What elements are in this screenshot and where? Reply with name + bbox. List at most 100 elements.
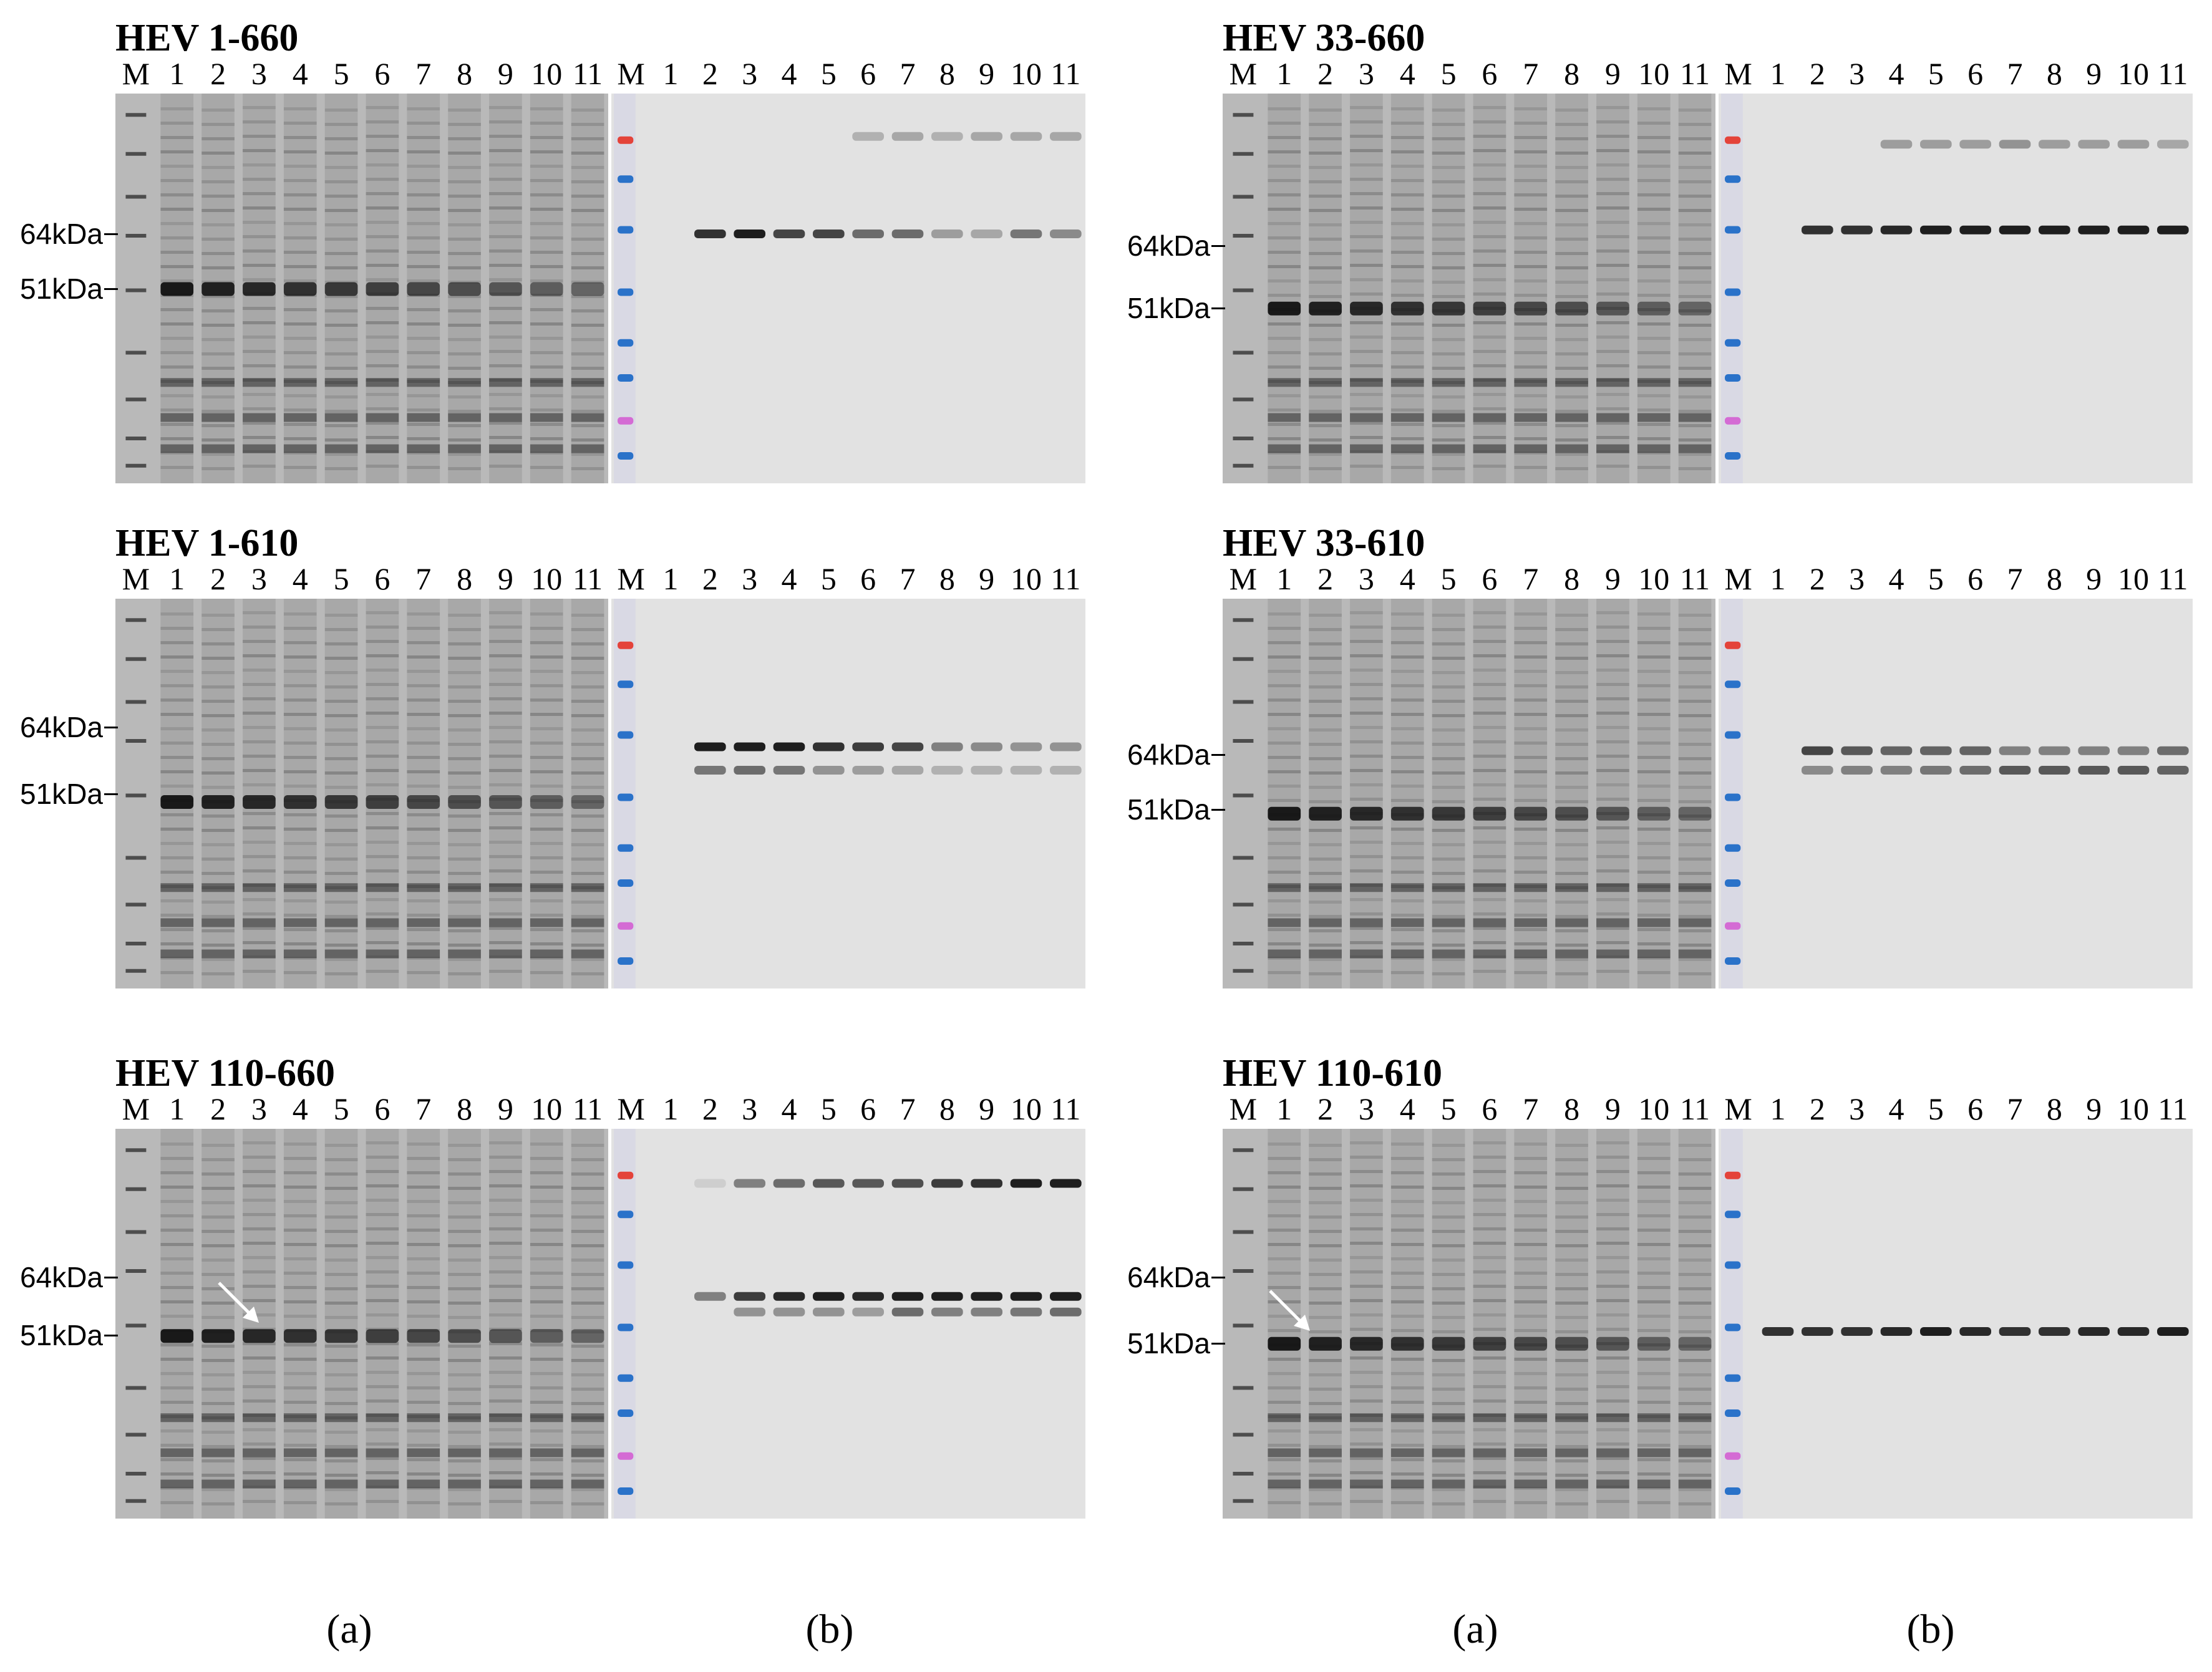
marker-band <box>1233 234 1254 238</box>
ladder-band <box>1725 1452 1741 1460</box>
lane-label: 2 <box>1317 56 1334 91</box>
marker-band <box>1233 856 1254 860</box>
lane-label: 10 <box>531 561 563 596</box>
sds-page-gel <box>115 1129 608 1519</box>
lane-labels: M 1 2 3 4 5 6 7 8 9 10 11 <box>1719 1090 2193 1128</box>
gel-band <box>324 795 358 809</box>
mw-marker-tick <box>104 1335 118 1337</box>
gel-panel: HEV 1-660 M 1 2 3 4 5 6 7 8 9 10 11 M 1 2 3 4 5 6 7 8 9 10 11 <box>115 19 1089 530</box>
sds-page-gel <box>1223 94 1715 483</box>
lane-label: 4 <box>781 56 797 91</box>
lane-label: 7 <box>2007 1091 2023 1126</box>
blot-band <box>931 132 963 141</box>
gel-band <box>571 795 604 809</box>
gel-band <box>489 795 522 809</box>
white-arrow-icon <box>215 1279 265 1332</box>
lane-label: M <box>617 1091 645 1126</box>
blot-band <box>931 1307 963 1317</box>
lane-label: 9 <box>1604 56 1621 91</box>
blot-band <box>1959 1327 1991 1336</box>
gel-band <box>489 282 522 296</box>
ladder-band <box>618 1211 634 1219</box>
lane-label: 8 <box>1564 561 1580 596</box>
panel-title: HEV 110-660 <box>115 1052 335 1095</box>
lane-label: 9 <box>1604 561 1621 596</box>
western-blot <box>611 1129 1085 1519</box>
lane-label: 1 <box>1770 561 1786 596</box>
ladder-band <box>618 793 634 801</box>
blot-band <box>1802 746 1833 755</box>
mw-marker-tick <box>104 727 118 729</box>
ladder-band <box>618 922 634 930</box>
gel-band <box>1309 301 1342 316</box>
subfigure-caption: (b) <box>805 1607 854 1652</box>
lane-label: 2 <box>1317 1091 1334 1126</box>
lane-label: 10 <box>1011 56 1042 91</box>
lane-label: 3 <box>251 1091 267 1126</box>
gel-band <box>1596 301 1629 316</box>
blot-band <box>931 230 963 238</box>
gel-band <box>448 795 481 809</box>
lane-label: 8 <box>2046 1091 2062 1126</box>
mw-marker-label: 51kDa <box>1127 291 1210 324</box>
lane-label: 4 <box>1888 56 1904 91</box>
gel-band <box>1514 301 1548 316</box>
blot-band <box>1880 140 1913 149</box>
mw-marker-tick <box>104 793 118 795</box>
blot-band <box>1010 1292 1042 1301</box>
lane-label: 11 <box>2158 561 2188 596</box>
lane-label: 3 <box>1849 56 1865 91</box>
blot-band <box>1010 132 1042 141</box>
lane-label: M <box>617 561 645 596</box>
panel-title: HEV 1-610 <box>115 522 299 564</box>
lane-label: 3 <box>251 56 267 91</box>
panel-title: HEV 33-660 <box>1223 17 1425 59</box>
blot-band <box>1999 766 2031 775</box>
lane-label: 6 <box>1482 561 1498 596</box>
blot-band <box>1841 766 1873 775</box>
lane-label: 9 <box>2086 1091 2102 1126</box>
lane-label: 7 <box>1523 56 1539 91</box>
mw-marker-label: 64kDa <box>1127 738 1210 771</box>
marker-band <box>125 397 147 402</box>
lane-label: 11 <box>573 1091 603 1126</box>
blot-band <box>971 1179 1002 1188</box>
marker-band <box>125 1323 147 1328</box>
lane-label: 6 <box>860 56 876 91</box>
gel-band <box>1268 806 1301 821</box>
marker-band <box>1233 902 1254 907</box>
gel-band <box>407 282 440 296</box>
blot-band <box>2039 225 2070 234</box>
blot-band <box>1010 742 1042 751</box>
lane-label: M <box>1229 1091 1258 1126</box>
mw-marker-tick <box>1211 244 1225 247</box>
blot-band <box>1920 1327 1952 1336</box>
marker-band <box>1233 350 1254 355</box>
blot-band <box>1802 1327 1833 1336</box>
sds-page-gel <box>1223 1129 1715 1519</box>
blot-band <box>694 1179 726 1188</box>
blot-band <box>971 742 1002 751</box>
lane-label: 11 <box>2158 56 2188 91</box>
lane-label: 5 <box>1928 56 1944 91</box>
marker-band <box>125 942 147 945</box>
gel-band <box>1596 1336 1629 1351</box>
lane-label: 7 <box>1523 561 1539 596</box>
gel-band <box>160 1329 194 1343</box>
blot-band <box>852 1292 884 1301</box>
gel-band <box>324 282 358 296</box>
marker-band <box>125 793 147 798</box>
lane-label: 1 <box>1770 1091 1786 1126</box>
gel-band <box>1637 301 1671 316</box>
lane-label: 2 <box>1317 561 1334 596</box>
blot-band <box>694 230 726 238</box>
lane-label: 4 <box>1888 561 1904 596</box>
lane-label: 1 <box>662 561 679 596</box>
lane-label: 1 <box>662 56 679 91</box>
ladder-band <box>618 879 634 887</box>
marker-band <box>1233 1148 1254 1153</box>
lane-label: 7 <box>900 1091 916 1126</box>
blot-band <box>694 1292 726 1301</box>
blot-band <box>852 230 884 238</box>
lane-label: 4 <box>1888 1091 1904 1126</box>
